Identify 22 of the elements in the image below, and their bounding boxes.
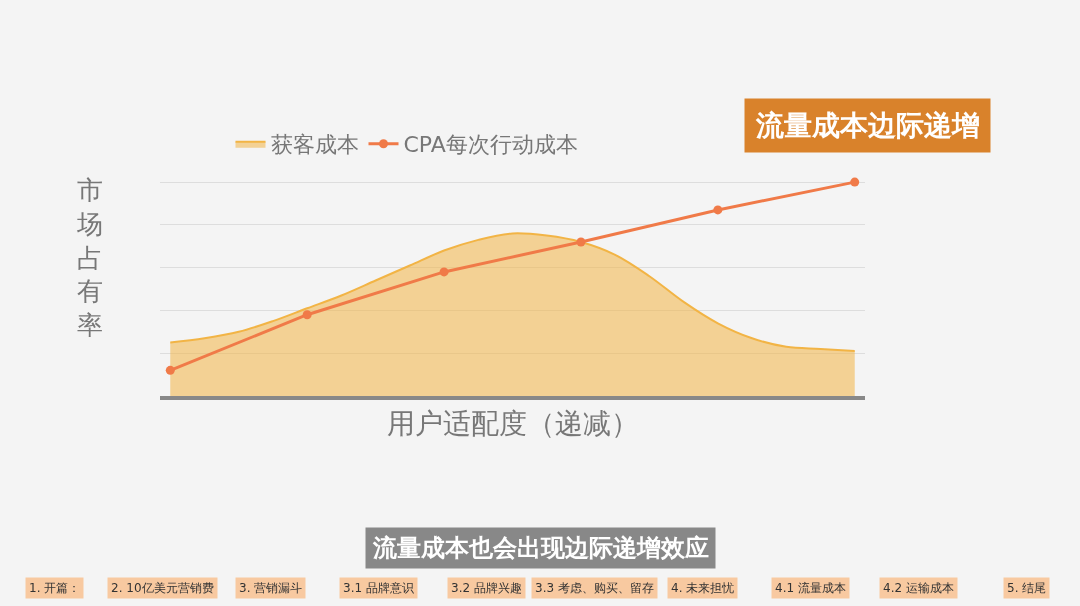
text: 1. 开篇： [29,581,81,595]
text: 3. 营销漏斗 [239,581,303,595]
point [165,365,175,375]
text: 4.1 流量成本 [775,581,846,595]
point [302,310,312,320]
chart-title: 流量成本边际递增 [755,109,980,142]
point [439,267,449,277]
legend-label: 获客成本 [270,132,359,158]
text: 3.1 品牌意识 [343,581,414,595]
text: 3.2 品牌兴趣 [451,581,522,595]
text: 4.2 运输成本 [883,581,954,595]
point [713,205,723,215]
x-axis-title: 用户适配度（递减） [386,406,639,440]
legend-label: CPA每次行动成本 [403,132,578,158]
text: 3.3 考虑、购买、留存 [535,581,654,595]
point [576,237,586,247]
text: 流量成本也会出现边际递增效应 [372,534,709,562]
text: 2. 10亿美元营销费 [111,581,214,595]
y-axis-title: 市场占有率 [76,175,103,341]
text: 4. 未来担忧 [671,581,735,595]
point [850,177,860,187]
text: 5. 结尾 [1007,581,1047,595]
